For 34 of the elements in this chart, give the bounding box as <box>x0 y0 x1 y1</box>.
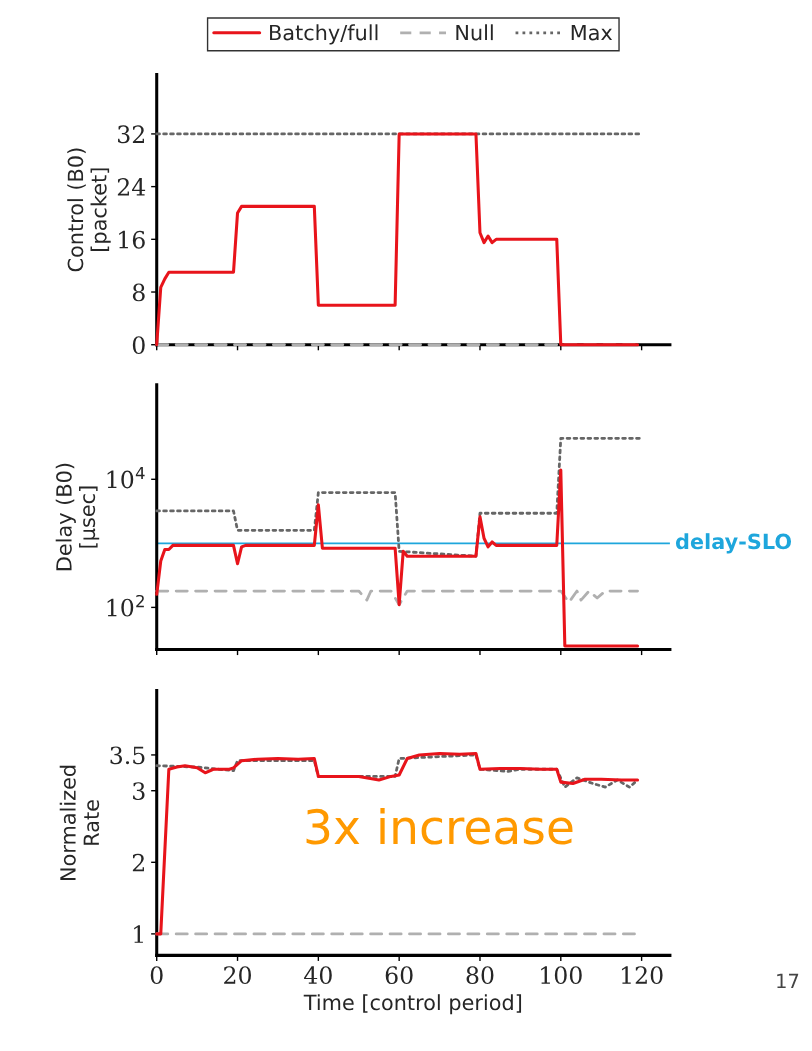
y-axis-title: Control (B0) [packet] <box>67 148 111 272</box>
text: 17 <box>777 973 799 989</box>
line-series <box>155 589 639 607</box>
y-tick-label: 0 <box>132 336 145 355</box>
y-tick-label: 10$^{4}$ <box>107 467 145 489</box>
y-tick-label: 2 <box>132 853 144 872</box>
y-tick-label: 16 <box>119 230 145 249</box>
x-tick-label: 80 <box>466 966 494 985</box>
line-series <box>155 468 640 648</box>
legend-label: Null <box>456 24 493 41</box>
line-series <box>155 753 639 789</box>
x-tick-label: 40 <box>304 966 332 985</box>
line-series <box>155 132 640 347</box>
x-axis-title: Time [control period] <box>303 994 522 1015</box>
y-axis-title: Delay (B0) [μsec] <box>55 463 100 571</box>
y-axis-title: Normalized Rate <box>59 765 100 880</box>
y-tick-label: 3.5 <box>110 746 145 765</box>
y-tick-label: 10$^{2}$ <box>107 594 144 617</box>
x-tick-label: 120 <box>621 966 663 985</box>
legend-label: Max <box>571 24 613 41</box>
x-tick-label: 0 <box>150 966 163 985</box>
ref-line-label: delay-SLO <box>675 533 792 554</box>
x-tick-label: 20 <box>224 966 251 985</box>
line-series <box>155 436 643 558</box>
y-tick-label: 24 <box>117 178 146 196</box>
annotation: 3x increase <box>306 808 573 845</box>
y-tick-label: 3 <box>133 782 145 801</box>
x-tick-label: 100 <box>541 966 582 985</box>
y-tick-label: 32 <box>118 125 144 144</box>
y-tick-label: 1 <box>134 925 143 943</box>
line-series <box>155 751 640 936</box>
y-tick-label: 8 <box>132 283 145 302</box>
x-tick-label: 60 <box>385 966 413 985</box>
legend-label: Batchy/full <box>270 24 378 45</box>
